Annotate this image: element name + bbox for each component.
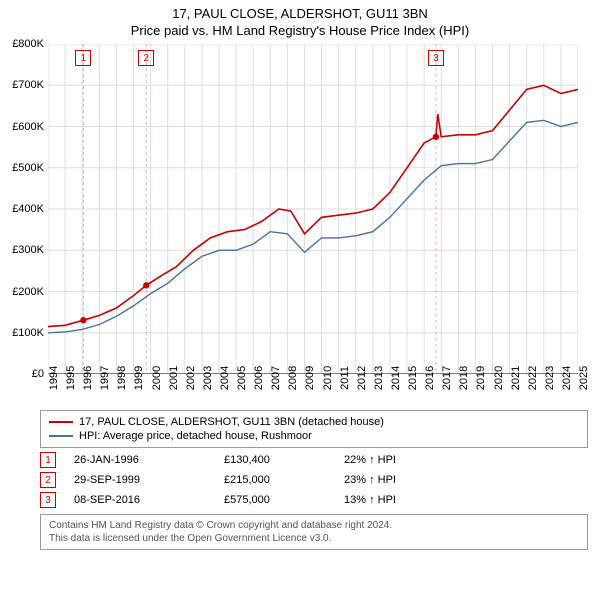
sale-marker-2: 2 xyxy=(138,50,154,66)
legend-swatch xyxy=(49,435,73,437)
x-tick-label: 2022 xyxy=(527,366,539,390)
sale-dot xyxy=(143,282,149,288)
x-tick-label: 2013 xyxy=(373,366,385,390)
x-tick-label: 2010 xyxy=(322,366,334,390)
x-tick-label: 2015 xyxy=(407,366,419,390)
legend-swatch xyxy=(49,421,73,423)
sale-delta: 22% ↑ HPI xyxy=(344,454,396,466)
sale-row: 1 26-JAN-1996£130,40022% ↑ HPI xyxy=(40,452,600,468)
y-tick-label: £100K xyxy=(12,327,44,339)
title-line-2: Price paid vs. HM Land Registry's House … xyxy=(0,23,600,38)
x-tick-label: 1998 xyxy=(116,366,128,390)
x-tick-label: 1995 xyxy=(65,366,77,390)
sale-row: 2 29-SEP-1999£215,00023% ↑ HPI xyxy=(40,472,600,488)
legend-row: 17, PAUL CLOSE, ALDERSHOT, GU11 3BN (det… xyxy=(49,415,579,429)
sale-row: 3 08-SEP-2016£575,00013% ↑ HPI xyxy=(40,492,600,508)
legend-label: 17, PAUL CLOSE, ALDERSHOT, GU11 3BN (det… xyxy=(79,416,384,428)
y-tick-label: £400K xyxy=(12,203,44,215)
legend-label: HPI: Average price, detached house, Rush… xyxy=(79,430,312,442)
x-tick-label: 1994 xyxy=(48,366,60,390)
x-tick-label: 2000 xyxy=(151,366,163,390)
legend-box: 17, PAUL CLOSE, ALDERSHOT, GU11 3BN (det… xyxy=(40,410,588,448)
x-tick-label: 1997 xyxy=(99,366,111,390)
sale-price: £575,000 xyxy=(224,494,344,506)
x-tick-label: 2021 xyxy=(510,366,522,390)
sale-date: 29-SEP-1999 xyxy=(74,474,224,486)
x-tick-label: 2014 xyxy=(390,366,402,390)
footer-line-1: Contains HM Land Registry data © Crown c… xyxy=(49,519,579,532)
x-tick-label: 2006 xyxy=(253,366,265,390)
x-tick-label: 2009 xyxy=(304,366,316,390)
y-tick-label: £600K xyxy=(12,121,44,133)
sale-price: £130,400 xyxy=(224,454,344,466)
y-tick-label: £300K xyxy=(12,244,44,256)
sale-delta: 23% ↑ HPI xyxy=(344,474,396,486)
sale-date: 26-JAN-1996 xyxy=(74,454,224,466)
x-tick-label: 2020 xyxy=(493,366,505,390)
x-tick-label: 2011 xyxy=(339,366,351,390)
sale-marker-box: 2 xyxy=(40,472,56,488)
x-tick-label: 2002 xyxy=(185,366,197,390)
series-price_paid xyxy=(48,85,578,326)
x-tick-label: 2019 xyxy=(475,366,487,390)
x-tick-label: 2017 xyxy=(441,366,453,390)
y-tick-label: £200K xyxy=(12,286,44,298)
x-tick-label: 1996 xyxy=(82,366,94,390)
x-tick-label: 2005 xyxy=(236,366,248,390)
legend-row: HPI: Average price, detached house, Rush… xyxy=(49,429,579,443)
title-line-1: 17, PAUL CLOSE, ALDERSHOT, GU11 3BN xyxy=(0,6,600,21)
sale-date: 08-SEP-2016 xyxy=(74,494,224,506)
y-tick-label: £500K xyxy=(12,162,44,174)
sale-price: £215,000 xyxy=(224,474,344,486)
x-tick-label: 2023 xyxy=(544,366,556,390)
sales-table: 1 26-JAN-1996£130,40022% ↑ HPI 2 29-SEP-199… xyxy=(0,452,600,508)
x-tick-label: 2003 xyxy=(202,366,214,390)
x-tick-label: 2018 xyxy=(458,366,470,390)
x-tick-label: 2012 xyxy=(356,366,368,390)
x-tick-label: 2008 xyxy=(287,366,299,390)
sale-marker-1: 1 xyxy=(75,50,91,66)
sale-marker-3: 3 xyxy=(428,50,444,66)
x-tick-label: 2025 xyxy=(578,366,590,390)
y-tick-label: £700K xyxy=(12,79,44,91)
sale-dot xyxy=(433,134,439,140)
sale-dot xyxy=(80,317,86,323)
x-tick-label: 2007 xyxy=(270,366,282,390)
x-tick-label: 1999 xyxy=(133,366,145,390)
price-chart: £0£100K£200K£300K£400K£500K£600K£700K£80… xyxy=(48,44,578,374)
x-tick-label: 2024 xyxy=(561,366,573,390)
x-tick-label: 2016 xyxy=(424,366,436,390)
footer-line-2: This data is licensed under the Open Gov… xyxy=(49,532,579,545)
y-tick-label: £0 xyxy=(32,368,44,380)
x-tick-label: 2004 xyxy=(219,366,231,390)
x-tick-label: 2001 xyxy=(168,366,180,390)
sale-delta: 13% ↑ HPI xyxy=(344,494,396,506)
sale-marker-box: 3 xyxy=(40,492,56,508)
footer-attribution: Contains HM Land Registry data © Crown c… xyxy=(40,514,588,550)
y-tick-label: £800K xyxy=(12,38,44,50)
sale-marker-box: 1 xyxy=(40,452,56,468)
